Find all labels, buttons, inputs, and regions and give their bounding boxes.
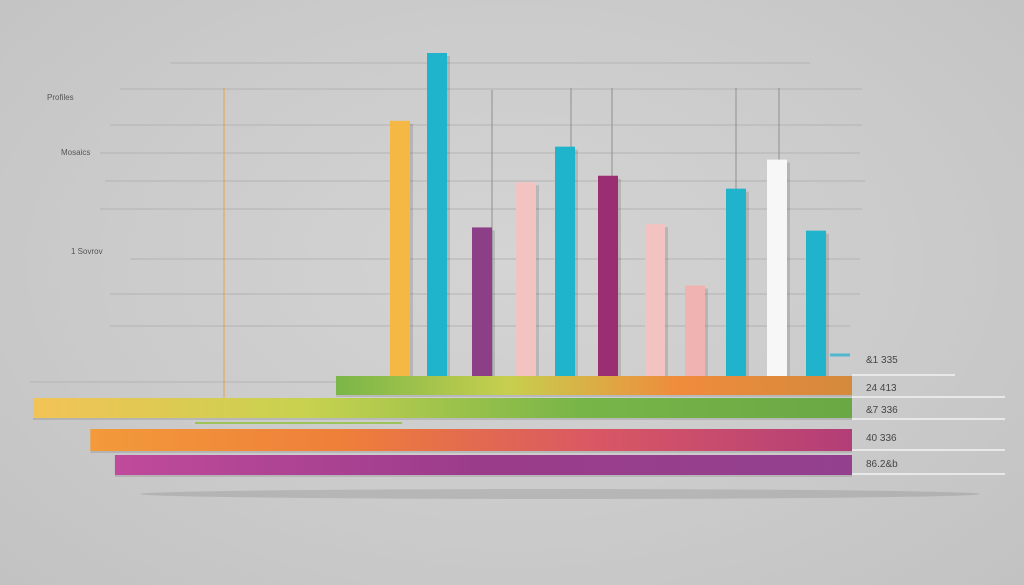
vertical-bar (726, 188, 746, 376)
horizontal-bar-shadow (33, 418, 852, 420)
vertical-bar-shadow (826, 233, 829, 376)
vertical-bar-shadow (575, 149, 578, 376)
vertical-bar (390, 120, 410, 376)
y-tick-label: 1 Sovrov (71, 247, 103, 256)
row-value-label: 40 336 (866, 433, 897, 444)
vertical-bar-shadow (746, 191, 749, 376)
horizontal-bar (336, 376, 852, 395)
vertical-bar (516, 182, 536, 376)
vertical-bar (767, 159, 787, 376)
vertical-bar (806, 230, 826, 376)
vertical-bar-shadow (447, 56, 450, 376)
vertical-bar-shadow (536, 185, 539, 376)
vertical-bar (685, 285, 705, 376)
vertical-bar (598, 175, 618, 376)
row-value-label: &7 336 (866, 405, 898, 416)
vertical-bar-shadow (787, 162, 790, 376)
horizontal-bar (114, 455, 852, 475)
row-value-label: 24 413 (866, 383, 897, 394)
row-value-label: 86.2&b (866, 459, 898, 470)
vertical-bar (427, 53, 447, 376)
horizontal-bar-shadow (336, 395, 852, 397)
horizontal-bar-shadow (114, 475, 852, 477)
horizontal-bar (90, 429, 852, 451)
vertical-bar (472, 227, 492, 376)
vertical-bar-shadow (618, 178, 621, 376)
vertical-bar-shadow (665, 227, 668, 376)
horizontal-bar-shadow (90, 451, 852, 453)
y-tick-label: Profiles (47, 93, 74, 102)
vertical-bar-shadow (492, 230, 495, 376)
horizontal-bars (33, 376, 980, 499)
vertical-bars (390, 53, 829, 376)
vertical-bar-shadow (705, 288, 708, 376)
ground-shadow (140, 489, 980, 499)
vertical-bar-shadow (410, 123, 413, 376)
vertical-bar (645, 224, 665, 376)
y-tick-label: Mosaics (61, 148, 91, 157)
horizontal-bar (33, 398, 852, 418)
vertical-bar (555, 146, 575, 376)
row-value-label: &1 335 (866, 355, 898, 366)
